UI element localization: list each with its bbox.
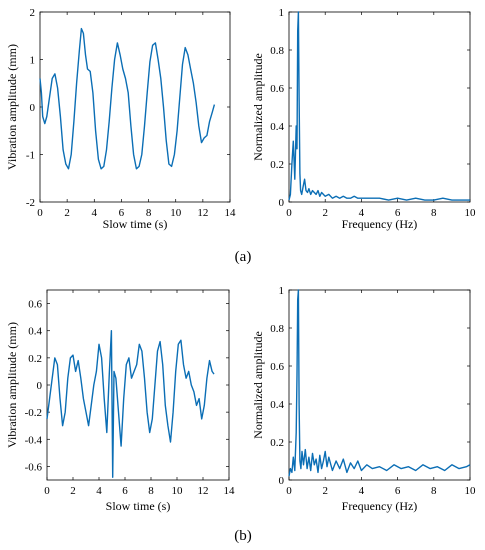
x-axis-label: Slow time (s) bbox=[103, 217, 168, 231]
y-axis-label: Vibration amplitude (mm) bbox=[5, 322, 19, 448]
x-tick-label: 12 bbox=[198, 485, 209, 497]
y-tick-label: 0 bbox=[30, 102, 36, 114]
x-tick-label: 14 bbox=[224, 485, 236, 497]
panel-b-spectrum: 0 2 4 6 8 10 0 0.2 0.4 0.6 0.8 1 Frequency (Hz) Norma… bbox=[251, 285, 476, 513]
x-tick-label: 2 bbox=[70, 485, 76, 497]
x-tick-label: 0 bbox=[286, 485, 292, 497]
y-axis-label: Normalized amplitude bbox=[251, 53, 265, 161]
x-tick-label: 2 bbox=[322, 207, 328, 219]
plot-area bbox=[288, 11, 471, 203]
x-axis-label: Frequency (Hz) bbox=[342, 499, 418, 513]
y-tick-label: -0.6 bbox=[25, 461, 43, 473]
x-tick-label: 6 bbox=[395, 207, 401, 219]
x-axis-label: Slow time (s) bbox=[106, 499, 171, 513]
x-tick-label: 4 bbox=[359, 207, 365, 219]
y-tick-label: 0.6 bbox=[28, 299, 42, 311]
x-axis-label: Frequency (Hz) bbox=[342, 217, 418, 231]
series-line bbox=[46, 330, 215, 478]
plot-area bbox=[46, 289, 230, 481]
y-tick-label: 0.6 bbox=[270, 83, 284, 95]
series-line bbox=[288, 11, 470, 201]
y-tick-label: 0.2 bbox=[270, 159, 284, 171]
x-tick-label: 0 bbox=[44, 485, 50, 497]
x-tick-label: 8 bbox=[431, 207, 437, 219]
y-tick-label: 0.8 bbox=[270, 323, 284, 335]
y-tick-label: -0.4 bbox=[25, 434, 43, 446]
x-tick-label: 0 bbox=[286, 207, 292, 219]
y-tick-label: 1 bbox=[30, 55, 36, 67]
caption-a: (a) bbox=[235, 249, 252, 265]
y-tick-label: 0.4 bbox=[270, 121, 284, 133]
panel-b-time: 0 2 4 6 8 10 12 14 -0.6 -0.4 -0.2 0 0.2 0.4 0.6 Slow ti… bbox=[5, 289, 236, 513]
x-tick-label: 4 bbox=[359, 485, 365, 497]
x-tick-label: 10 bbox=[170, 207, 182, 219]
x-tick-label: 8 bbox=[431, 485, 437, 497]
x-tick-label: 8 bbox=[146, 207, 152, 219]
y-tick-label: -0.2 bbox=[25, 407, 42, 419]
y-tick-label: -1 bbox=[26, 150, 35, 162]
y-tick-label: 0.2 bbox=[270, 437, 284, 449]
x-tick-label: 2 bbox=[64, 207, 70, 219]
x-tick-label: 4 bbox=[96, 485, 102, 497]
x-tick-label: 8 bbox=[148, 485, 154, 497]
y-tick-label: 2 bbox=[30, 7, 36, 19]
caption-b: (b) bbox=[234, 528, 252, 544]
x-tick-label: 14 bbox=[225, 207, 237, 219]
y-tick-label: 0 bbox=[37, 380, 43, 392]
x-tick-label: 0 bbox=[37, 207, 43, 219]
y-tick-label: 0.6 bbox=[270, 361, 284, 373]
x-tick-label: 10 bbox=[172, 485, 184, 497]
y-tick-label: 0.4 bbox=[270, 399, 284, 411]
y-tick-label: 1 bbox=[279, 7, 285, 19]
y-tick-label: 0.8 bbox=[270, 45, 284, 57]
y-tick-label: -2 bbox=[26, 197, 35, 209]
plot-area bbox=[288, 289, 471, 481]
plot-area bbox=[39, 11, 231, 203]
y-tick-label: 1 bbox=[279, 285, 285, 297]
y-axis-label: Normalized amplitude bbox=[251, 331, 265, 439]
x-tick-label: 4 bbox=[92, 207, 98, 219]
x-tick-label: 6 bbox=[395, 485, 401, 497]
y-axis-label: Vibration amplitude (mm) bbox=[5, 44, 19, 170]
y-tick-label: 0 bbox=[279, 475, 285, 487]
x-tick-label: 12 bbox=[197, 207, 208, 219]
x-tick-label: 10 bbox=[465, 485, 477, 497]
x-tick-label: 10 bbox=[465, 207, 477, 219]
panel-a-spectrum: 0 2 4 6 8 10 0 0.2 0.4 0.6 0.8 1 Frequency (Hz) Norma… bbox=[251, 7, 476, 231]
series-line bbox=[39, 27, 216, 170]
y-tick-label: 0 bbox=[279, 197, 285, 209]
x-tick-label: 6 bbox=[122, 485, 128, 497]
x-tick-label: 6 bbox=[119, 207, 125, 219]
x-tick-label: 2 bbox=[322, 485, 328, 497]
series-line bbox=[288, 289, 471, 477]
y-tick-label: 0.2 bbox=[28, 353, 42, 365]
y-tick-label: 0.4 bbox=[28, 326, 42, 338]
